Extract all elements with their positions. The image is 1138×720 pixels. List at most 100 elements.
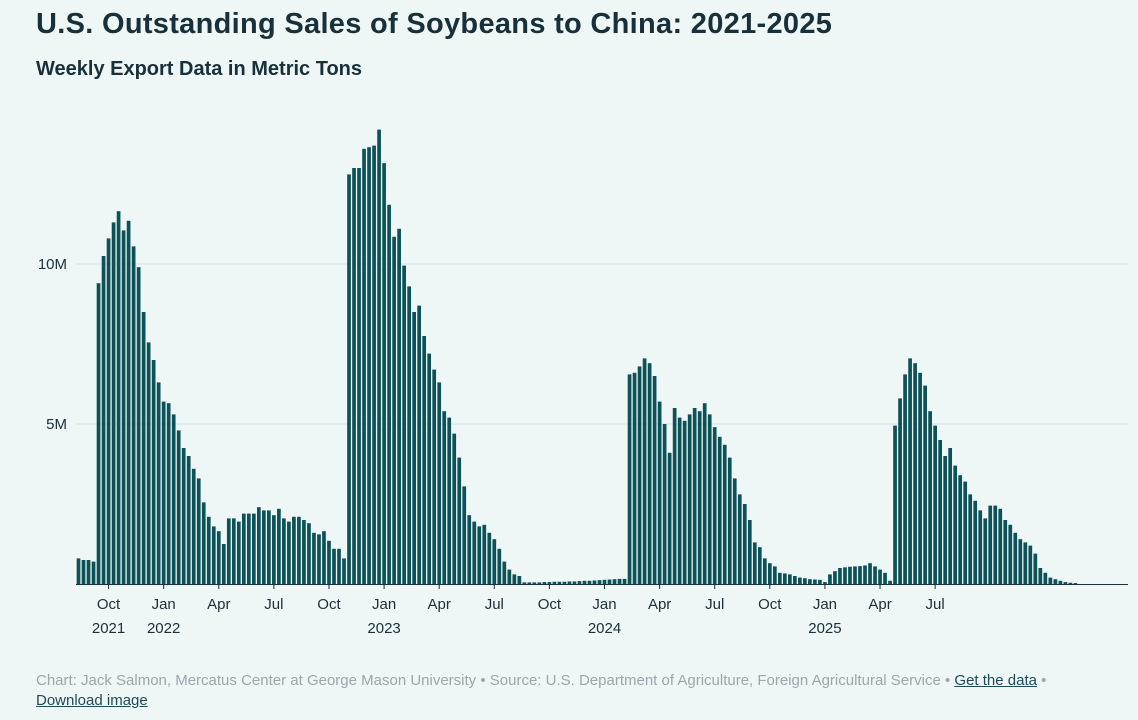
bar: [382, 163, 386, 584]
bar: [377, 129, 381, 584]
x-tick-month-label: Apr: [428, 596, 451, 613]
bar: [467, 515, 472, 584]
bar: [1038, 568, 1043, 584]
bar: [632, 372, 637, 584]
bar: [572, 581, 577, 584]
bar: [823, 582, 827, 584]
bar: [687, 414, 692, 584]
bar: [241, 513, 246, 584]
bar: [767, 563, 772, 584]
bar: [211, 526, 216, 584]
bar: [923, 385, 927, 584]
bar: [151, 360, 156, 584]
bar: [772, 566, 777, 584]
bar: [407, 286, 411, 584]
bar: [387, 204, 391, 585]
bar: [848, 566, 852, 584]
bar: [522, 582, 527, 584]
bar: [367, 147, 371, 584]
bar: [777, 572, 782, 584]
bar: [462, 486, 467, 584]
x-tick-year-label: 2025: [808, 620, 841, 637]
bar: [201, 502, 206, 584]
bar: [928, 411, 932, 584]
bar: [362, 148, 366, 585]
bar: [447, 417, 452, 584]
bar: [968, 494, 973, 584]
bar: [597, 580, 602, 584]
bar: [307, 523, 311, 584]
bar: [657, 401, 662, 584]
bar: [732, 478, 737, 584]
bar: [737, 494, 742, 584]
x-tick-month-label: Jul: [705, 596, 724, 613]
bar: [206, 516, 211, 584]
download-image-link[interactable]: Download image: [36, 692, 148, 709]
x-tick-year-label: 2024: [588, 620, 621, 637]
bar: [898, 398, 902, 584]
x-tick-month-label: Jan: [813, 596, 837, 613]
bar: [292, 516, 296, 584]
bar: [256, 507, 261, 584]
bar: [747, 520, 752, 584]
bar: [322, 531, 326, 584]
bar: [332, 548, 336, 584]
bar: [86, 560, 91, 584]
bar: [1043, 572, 1048, 584]
bar: [412, 312, 416, 584]
bar: [868, 563, 872, 584]
bar: [126, 220, 131, 585]
bar: [221, 544, 226, 584]
bar: [166, 403, 171, 584]
bar: [537, 582, 542, 584]
bar: [191, 468, 196, 584]
bar: [853, 566, 857, 584]
bar: [647, 363, 652, 584]
get-data-link[interactable]: Get the data: [954, 672, 1037, 689]
bar: [161, 401, 166, 584]
bar: [226, 518, 231, 584]
x-tick-year-label: 2021: [92, 620, 125, 637]
bar: [712, 427, 717, 584]
bar: [883, 572, 887, 584]
bar: [507, 569, 512, 584]
bar: [372, 145, 376, 584]
bar: [667, 452, 672, 584]
chart-title: U.S. Outstanding Sales of Soybeans to Ch…: [36, 8, 833, 40]
bar: [988, 505, 993, 584]
x-tick-month-label: Jan: [592, 596, 616, 613]
bar: [1058, 580, 1063, 584]
bar: [973, 500, 978, 584]
bar: [577, 581, 582, 584]
bar: [878, 569, 882, 584]
x-tick-month-label: Apr: [868, 596, 891, 613]
bar: [727, 457, 732, 584]
bar: [422, 336, 427, 584]
bar: [1003, 520, 1008, 584]
bar: [302, 520, 306, 584]
bar: [998, 508, 1003, 584]
bar: [542, 582, 547, 584]
bar: [642, 358, 647, 584]
bar: [402, 265, 406, 584]
bar: [828, 574, 832, 584]
x-tick-month-label: Apr: [207, 596, 230, 613]
bar: [863, 565, 867, 584]
bar: [983, 518, 988, 584]
bar: [607, 579, 612, 584]
bar: [918, 372, 922, 584]
bar: [838, 568, 842, 584]
bar: [502, 561, 507, 584]
bar: [131, 246, 136, 584]
bar: [818, 579, 822, 584]
x-tick-year-label: 2022: [147, 620, 180, 637]
bar: [788, 574, 792, 584]
bar: [532, 582, 537, 584]
bar: [1063, 582, 1068, 584]
chart-subtitle: Weekly Export Data in Metric Tons: [36, 58, 363, 80]
bar: [808, 579, 812, 584]
bar: [617, 578, 622, 584]
bar: [352, 168, 356, 584]
separator: •: [476, 672, 490, 689]
bar: [757, 547, 762, 584]
